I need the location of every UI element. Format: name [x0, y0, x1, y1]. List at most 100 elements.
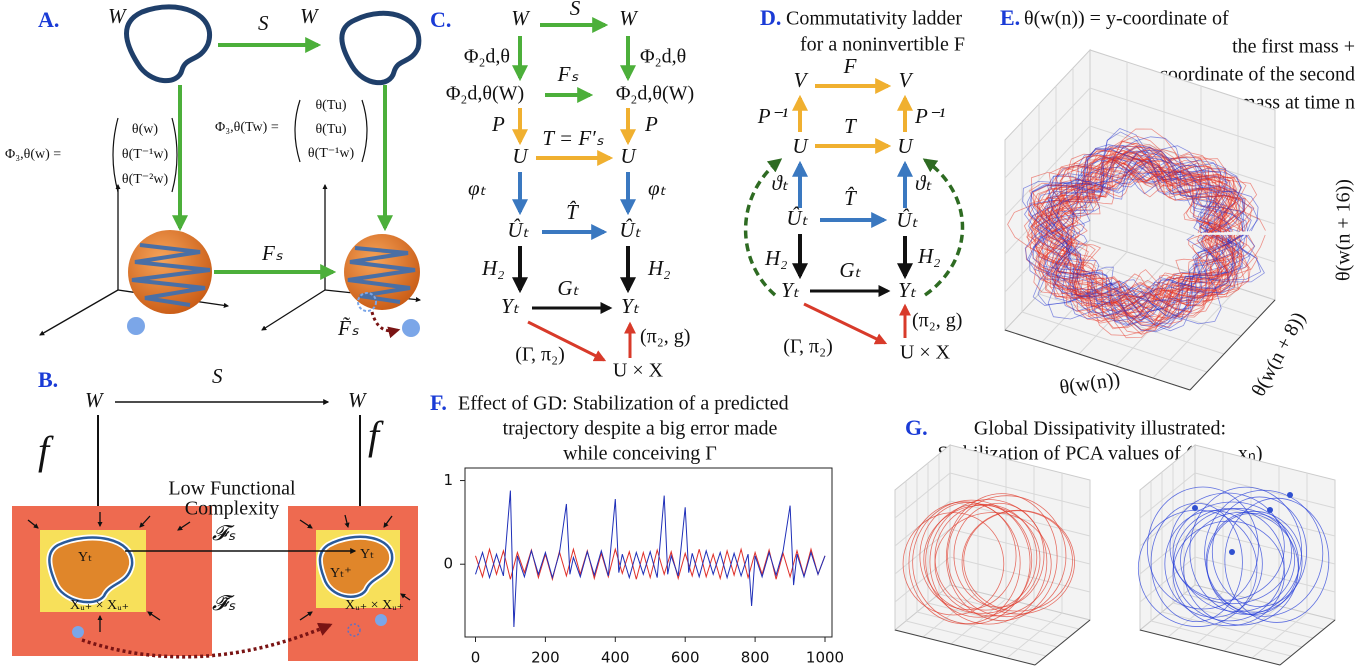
math-label: U × X: [900, 342, 951, 364]
axis-label: θ(w(n + 16)): [1333, 179, 1355, 281]
math-label: Φ₃,θ(Tw) =: [215, 120, 279, 135]
domain-shape: [127, 7, 210, 81]
domain-shape: [342, 13, 419, 82]
panel-label: G.: [905, 415, 928, 440]
y-tick-label: 1: [443, 471, 453, 489]
math-label: Φ₃,θ(w) =: [5, 147, 61, 162]
math-label: φₜ: [648, 176, 667, 200]
matrix-entry: θ(Tu): [315, 122, 346, 137]
math-label: Gₜ: [839, 258, 861, 282]
point: [402, 319, 420, 337]
math-label: P⁻¹: [914, 104, 945, 128]
math-label: S: [212, 364, 223, 388]
x-tick-label: 200: [531, 649, 560, 667]
x-tick-label: 400: [601, 649, 630, 667]
math-label: F: [843, 54, 857, 78]
math-label: Yₜ: [501, 294, 520, 318]
axis-label: θ(w(n)): [1058, 368, 1121, 398]
math-label: Xᵤ₊ × Xᵤ₊: [70, 598, 129, 613]
panel-e: E. θ(w(n)) = y-coordinate of the first m…: [1000, 5, 1355, 400]
math-label: Φ₂d,θ(W): [446, 83, 524, 105]
math-label: V: [899, 68, 914, 92]
panel-title: the first mass +: [1232, 36, 1355, 58]
bracket: [113, 118, 118, 192]
x-tick-label: 0: [471, 649, 481, 667]
math-label: φₜ: [468, 176, 487, 200]
math-label: U × X: [613, 360, 664, 382]
matrix-entry: θ(T⁻²w): [122, 172, 169, 187]
point: [1267, 507, 1273, 513]
bracket: [172, 118, 177, 192]
math-label: Ûₜ: [507, 218, 529, 242]
body: { "panel_a": {"label": "A.", "w_left": "…: [0, 0, 1363, 672]
math-label: T = F′ₛ: [542, 126, 603, 150]
math-label: Ûₜ: [619, 218, 641, 242]
chart-title: Effect of GD: Stabilization of a predict…: [458, 393, 789, 415]
panel-c: C. W S W Φ₂d,θ Φ₂d,θ Φ₂d,θ(W) Φ₂d,θ(W) F…: [430, 0, 694, 382]
chart-title: while conceiving Γ: [563, 443, 717, 465]
point: [375, 614, 387, 626]
caption: Complexity: [185, 498, 279, 520]
math-label: (π₂, g): [912, 310, 962, 332]
math-label: W: [511, 6, 531, 30]
math-label: U: [897, 134, 914, 158]
math-label: Ûₜ: [896, 208, 918, 232]
matrix-entry: θ(w): [132, 122, 158, 137]
math-label: T̂: [566, 200, 579, 224]
math-label: Fₛ: [261, 241, 283, 265]
panel-label: D.: [760, 5, 781, 30]
math-label: W: [85, 388, 105, 412]
panel-label: B.: [38, 367, 58, 392]
math-label: U: [792, 134, 809, 158]
panel-a: A. W S W Φ₃,θ(w) = θ(w) θ(T⁻¹w) θ(T⁻²w) …: [5, 4, 420, 340]
math-label: Φ₂d,θ: [640, 46, 686, 68]
point: [1229, 549, 1235, 555]
math-label: S: [258, 11, 269, 35]
matrix-entry: θ(Tu): [315, 98, 346, 113]
math-label: U: [620, 144, 637, 168]
point: [1287, 492, 1293, 498]
math-label: H₂: [764, 246, 787, 270]
x-tick-label: 600: [671, 649, 700, 667]
bracket: [362, 100, 367, 162]
panel-title: θ(w(n)) = y-coordinate of: [1024, 8, 1229, 30]
math-label: Yₜ: [898, 278, 917, 302]
math-label: T̂: [844, 186, 857, 210]
math-label: W: [619, 6, 639, 30]
panel-title: Global Dissipativity illustrated:: [974, 418, 1226, 440]
page: Figure html, body { margin: 0; padding: …: [0, 0, 1363, 672]
math-label: V: [794, 68, 809, 92]
panel-title: for a noninvertible F: [800, 34, 965, 56]
math-label: f: [38, 428, 54, 473]
panel-label: F.: [430, 390, 447, 415]
math-label: (π₂, g): [640, 326, 690, 348]
panel-title: Commutativity ladder: [786, 8, 962, 30]
panel-d: D. Commutativity ladder for a noninverti…: [746, 5, 965, 364]
math-label: P: [491, 112, 505, 136]
figure: A. W S W Φ₃,θ(w) = θ(w) θ(T⁻¹w) θ(T⁻²w) …: [0, 0, 1363, 672]
math-label: W: [300, 4, 320, 28]
math-label: U: [512, 144, 529, 168]
point: [1192, 505, 1198, 511]
math-label: Yₜ⁺: [330, 566, 352, 581]
panel-label: C.: [430, 7, 451, 32]
math-label: ϑₜ: [915, 171, 932, 195]
math-label: T: [844, 114, 857, 138]
math-label: W: [108, 4, 128, 28]
math-label: H₂: [481, 256, 504, 280]
arrow: [372, 312, 398, 331]
math-label: ϑₜ: [772, 171, 789, 195]
y-tick-label: 0: [443, 555, 453, 573]
math-label: Yₜ: [621, 294, 640, 318]
x-tick-label: 800: [741, 649, 770, 667]
math-label: W: [348, 388, 368, 412]
panel-f: F. Effect of GD: Stabilization of a pred…: [430, 390, 844, 666]
math-label: Yₜ: [781, 278, 800, 302]
math-label: Xᵤ₊ × Xᵤ₊: [345, 598, 404, 613]
math-label: Yₜ: [78, 550, 92, 565]
math-label: Yₜ: [360, 547, 374, 562]
math-label: P⁻¹: [757, 104, 788, 128]
math-label: (Γ, π₂): [783, 336, 833, 358]
matrix-entry: θ(T⁻¹w): [122, 147, 169, 162]
math-label: S: [570, 0, 581, 20]
